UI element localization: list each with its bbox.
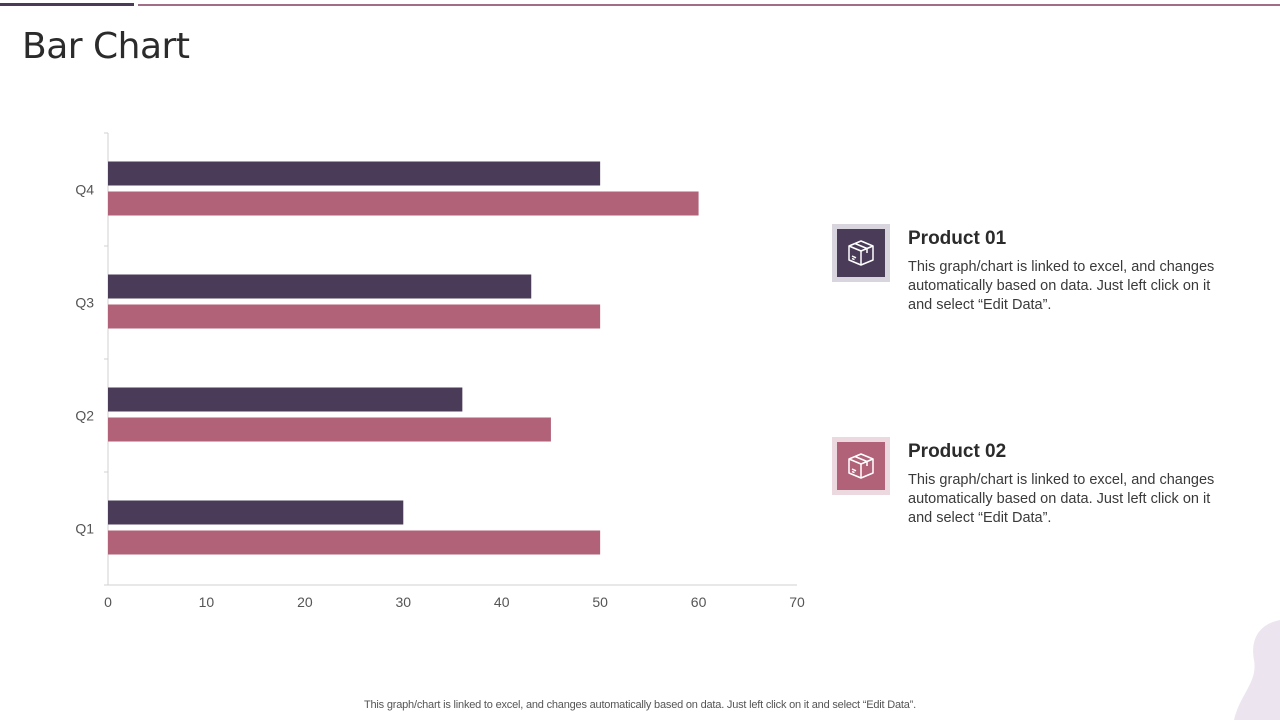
x-tick-label: 70 [789,594,805,610]
legend-description: This graph/chart is linked to excel, and… [908,259,1215,313]
corner-decoration [1234,620,1280,720]
legend-description: This graph/chart is linked to excel, and… [908,472,1215,526]
top-accent-bar-dark [0,3,134,6]
bar-product-01-q3 [108,274,532,299]
x-tick-label: 20 [297,594,313,610]
x-tick-label: 10 [199,594,215,610]
bar-product-02-q1 [108,530,601,555]
bar-chart[interactable]: 0 10 20 30 40 50 60 70 Q1 Q2 Q3 Q4 [0,0,820,630]
y-tick-label: Q3 [75,295,94,311]
x-tick-label: 60 [691,594,707,610]
y-tick-label: Q2 [75,408,94,424]
bar-product-01-q2 [108,387,463,412]
slide-title: Bar Chart [22,26,190,67]
bar-product-02-q2 [108,417,551,442]
x-tick-label: 40 [494,594,510,610]
x-tick-label: 50 [592,594,608,610]
top-accent-bar-light [138,4,1280,6]
box-icon [837,442,885,490]
bar-product-02-q3 [108,304,601,329]
bar-product-01-q4 [108,161,601,186]
box-icon [837,229,885,277]
product-02-icon-frame [832,437,890,495]
legend-title: Product 02 [908,441,1007,462]
bar-product-02-q4 [108,191,699,216]
legend-title: Product 01 [908,228,1007,249]
x-tick-label: 0 [104,594,112,610]
y-tick-label: Q4 [75,182,94,198]
footer-note: This graph/chart is linked to excel, and… [364,699,916,711]
bar-product-01-q1 [108,500,404,525]
product-01-icon-frame [832,224,890,282]
y-tick-label: Q1 [75,521,94,537]
x-tick-label: 30 [395,594,411,610]
